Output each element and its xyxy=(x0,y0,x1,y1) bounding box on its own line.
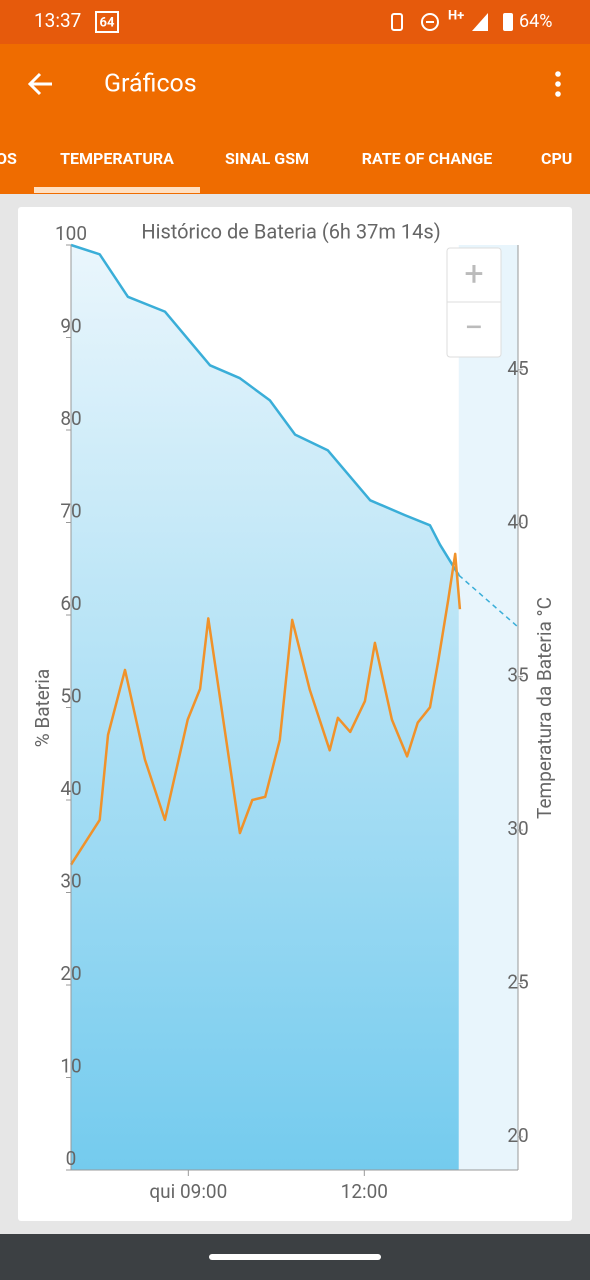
tab-indicator xyxy=(34,187,200,193)
y-tick-label: 100 xyxy=(55,222,87,245)
tab[interactable]: RATE OF CHANGE xyxy=(362,149,493,168)
temperature-line xyxy=(69,552,462,866)
signal-icon xyxy=(472,13,488,31)
dnd-icon xyxy=(421,13,439,31)
menu-button[interactable] xyxy=(555,71,561,97)
status-battery: 64% xyxy=(519,11,552,32)
home-pill[interactable] xyxy=(209,1254,381,1260)
chart-title: Histórico de Bateria (6h 37m 14s) xyxy=(141,219,440,243)
y2-axis-label: Temperatura da Bateria °C xyxy=(533,597,556,819)
y-tick-label: 50 xyxy=(60,685,81,708)
battery-line xyxy=(70,243,460,576)
y-tick-label: 20 xyxy=(60,962,81,985)
status-network: H+ xyxy=(448,8,464,23)
y-tick-label: 60 xyxy=(60,592,81,615)
tab[interactable]: CPU xyxy=(541,149,572,168)
status-badge-box xyxy=(95,11,119,33)
tab[interactable]: SINAL GSM xyxy=(225,149,309,168)
app-bar xyxy=(0,44,590,194)
x-tick-label: 12:00 xyxy=(341,1180,388,1203)
y-tick-label: 90 xyxy=(60,315,81,338)
y-tick-label: 70 xyxy=(60,500,81,523)
status-badge: 64 xyxy=(100,15,115,30)
y2-tick-label: 40 xyxy=(507,510,528,533)
y-tick-label: 10 xyxy=(60,1055,81,1078)
y-tick-label: 80 xyxy=(60,407,81,430)
y-tick-label: 30 xyxy=(60,870,81,893)
y-tick-label: 0 xyxy=(66,1147,77,1170)
x-tick-label: qui 09:00 xyxy=(149,1180,227,1203)
status-bar xyxy=(0,0,590,44)
zoom-in[interactable]: + xyxy=(464,254,483,294)
forecast-area xyxy=(458,245,518,1170)
y2-tick-label: 25 xyxy=(507,970,528,993)
status-time: 13:37 xyxy=(34,9,81,32)
battery-area xyxy=(71,245,459,1170)
vibrate-icon xyxy=(391,13,403,31)
battery-icon xyxy=(503,13,513,31)
y-axis-label: % Bateria xyxy=(31,669,54,748)
back-button[interactable] xyxy=(27,72,52,96)
app-title: Gráficos xyxy=(104,70,197,99)
zoom-out[interactable]: − xyxy=(464,308,483,348)
plot: 0 10 20 30 40 50 60 70 80 90 100 20 25 30 35 40 45 qui 09… xyxy=(55,222,529,1203)
y2-tick-label: 20 xyxy=(507,1124,528,1147)
tab[interactable]: OS xyxy=(0,149,17,168)
y2-tick-label: 30 xyxy=(507,817,528,840)
battery-line xyxy=(458,574,519,628)
y-tick-label: 40 xyxy=(60,777,81,800)
y2-tick-label: 45 xyxy=(507,357,528,380)
y2-tick-label: 35 xyxy=(507,664,528,687)
tab-active[interactable]: TEMPERATURA xyxy=(60,149,174,168)
